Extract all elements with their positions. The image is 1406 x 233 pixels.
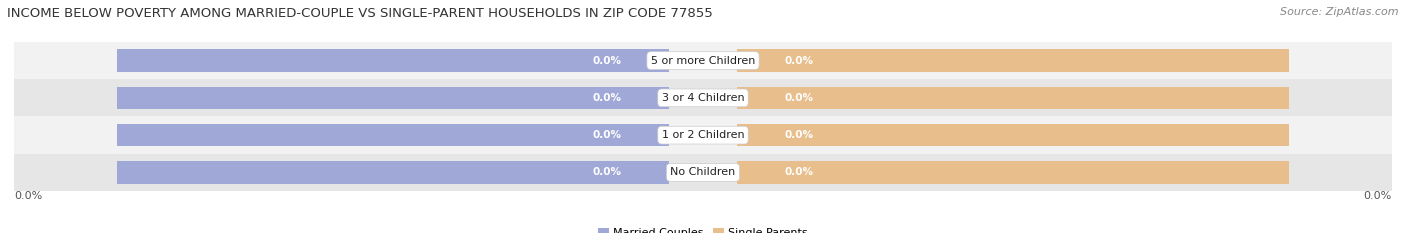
Text: 0.0%: 0.0% — [592, 168, 621, 177]
Text: 0.0%: 0.0% — [785, 168, 814, 177]
Bar — [14, 154, 1392, 191]
Text: 0.0%: 0.0% — [592, 93, 621, 103]
Bar — [738, 124, 1289, 146]
Bar — [117, 49, 669, 72]
Bar — [14, 79, 1392, 116]
Text: No Children: No Children — [671, 168, 735, 177]
Bar — [738, 87, 1289, 109]
Text: 0.0%: 0.0% — [785, 130, 814, 140]
Text: INCOME BELOW POVERTY AMONG MARRIED-COUPLE VS SINGLE-PARENT HOUSEHOLDS IN ZIP COD: INCOME BELOW POVERTY AMONG MARRIED-COUPL… — [7, 7, 713, 20]
Bar — [14, 42, 1392, 79]
Bar — [738, 49, 1289, 72]
Text: 0.0%: 0.0% — [1364, 191, 1392, 201]
Text: 0.0%: 0.0% — [592, 130, 621, 140]
Text: 0.0%: 0.0% — [14, 191, 42, 201]
Bar — [14, 116, 1392, 154]
Legend: Married Couples, Single Parents: Married Couples, Single Parents — [593, 223, 813, 233]
Bar — [117, 124, 669, 146]
Bar — [117, 161, 669, 184]
Text: Source: ZipAtlas.com: Source: ZipAtlas.com — [1281, 7, 1399, 17]
Text: 0.0%: 0.0% — [592, 56, 621, 65]
Text: 0.0%: 0.0% — [785, 56, 814, 65]
Text: 0.0%: 0.0% — [785, 93, 814, 103]
Bar — [117, 87, 669, 109]
Text: 1 or 2 Children: 1 or 2 Children — [662, 130, 744, 140]
Text: 5 or more Children: 5 or more Children — [651, 56, 755, 65]
Text: 3 or 4 Children: 3 or 4 Children — [662, 93, 744, 103]
Bar — [738, 161, 1289, 184]
